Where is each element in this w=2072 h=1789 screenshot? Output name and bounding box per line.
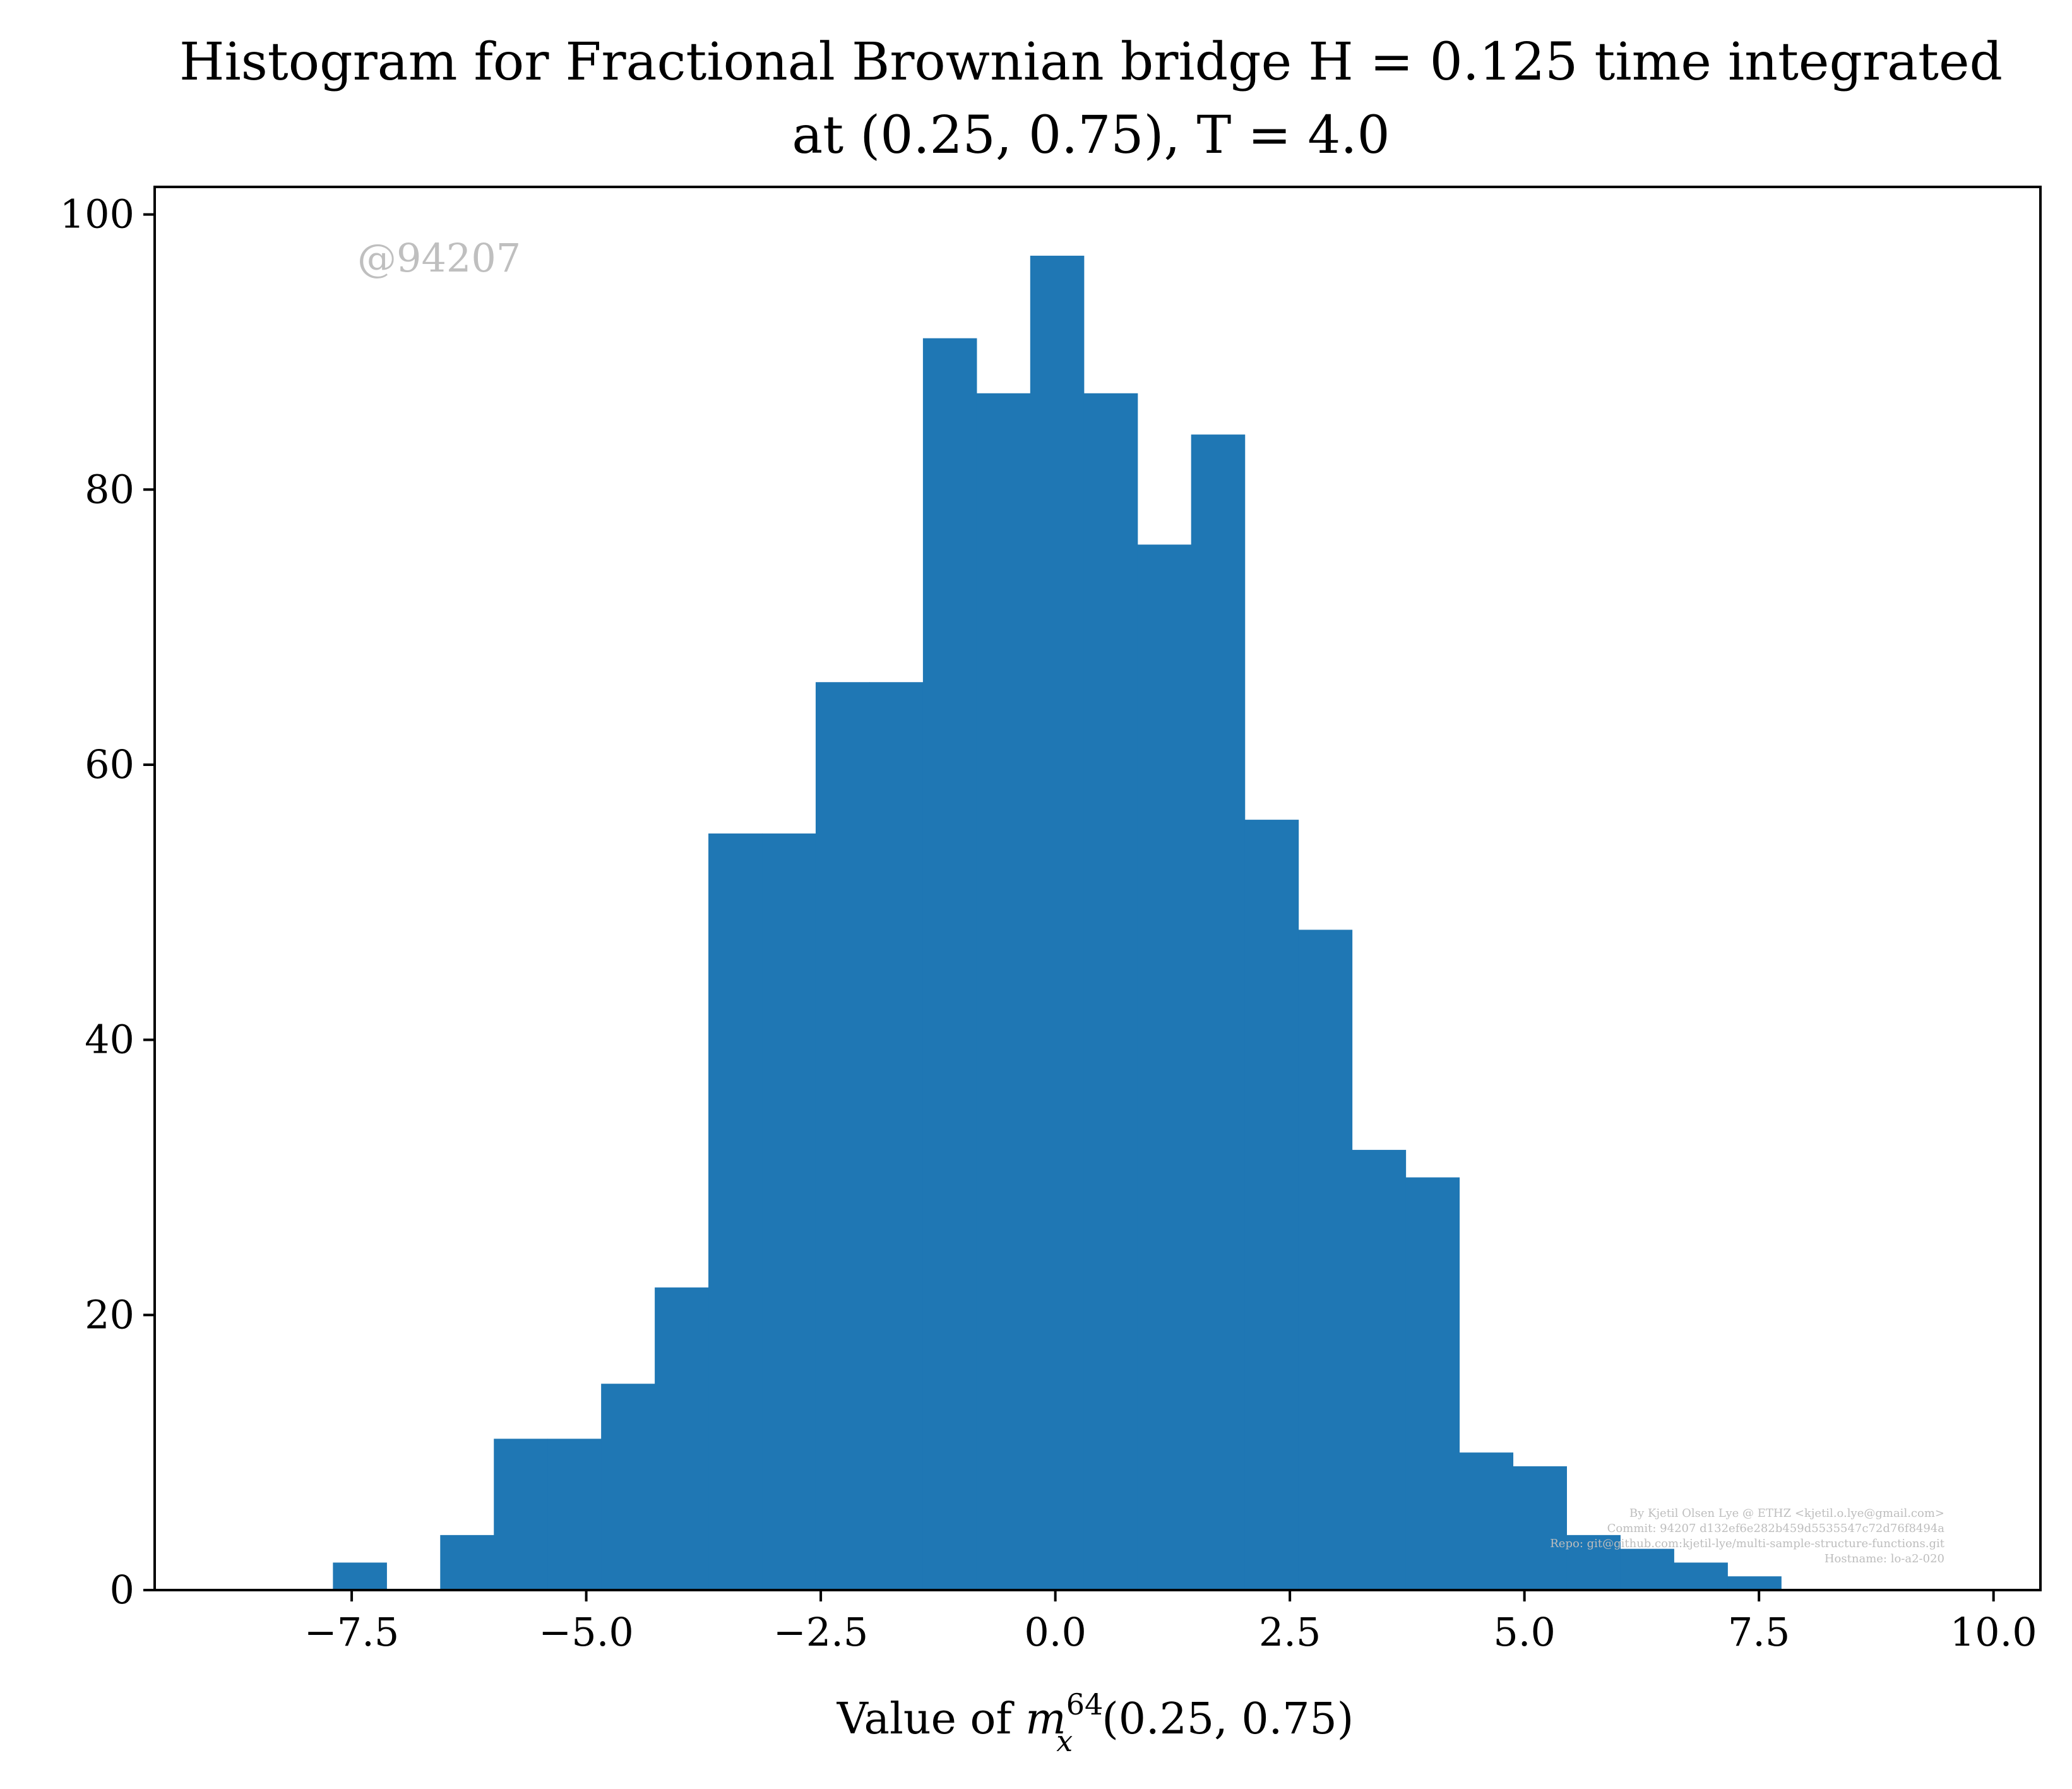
footer-line-1: By Kjetil Olsen Lye @ ETHZ <kjetil.o.lye… <box>1629 1507 1944 1520</box>
histogram-bar <box>976 393 1031 1591</box>
histogram-bar <box>869 682 924 1590</box>
x-tick-label: 2.5 <box>1259 1609 1321 1655</box>
x-axis-label-prefix: Value of <box>837 1694 1026 1744</box>
x-axis-label-sub: x <box>1056 1724 1073 1758</box>
histogram-bars <box>333 255 1782 1591</box>
y-tick-label: 40 <box>85 1017 134 1063</box>
x-axis-label: Value of m64 x (0.25, 0.75) <box>837 1687 1354 1758</box>
x-tick-label: 0.0 <box>1024 1609 1087 1655</box>
x-axis-label-sup: 64 <box>1066 1687 1104 1721</box>
histogram-bar <box>762 833 816 1590</box>
x-tick-label: −5.0 <box>539 1609 634 1655</box>
histogram-bar <box>1674 1562 1728 1590</box>
footer-line-3: Repo: git@github.com:kjetil-lye/multi-sa… <box>1550 1537 1945 1550</box>
histogram-bar <box>708 833 763 1590</box>
histogram-bar <box>1405 1177 1460 1590</box>
chart-title-line-1: Histogram for Fractional Brownian bridge… <box>179 32 2003 92</box>
y-tick-label: 80 <box>85 466 134 512</box>
footer-line-2: Commit: 94207 d132ef6e282b459d5535547c72… <box>1607 1522 1945 1535</box>
x-axis-label-suffix: (0.25, 0.75) <box>1102 1694 1354 1744</box>
histogram-bar <box>1566 1535 1621 1590</box>
histogram-bar <box>1030 255 1085 1590</box>
histogram-bar <box>601 1384 655 1590</box>
x-axis-ticks: −7.5 −5.0 −2.5 0.0 2.5 5.0 7.5 10.0 <box>304 1590 2037 1655</box>
histogram-bar <box>1191 434 1246 1590</box>
x-tick-label: 7.5 <box>1728 1609 1790 1655</box>
x-axis-label-var: m <box>1025 1694 1066 1744</box>
x-tick-label: −7.5 <box>304 1609 400 1655</box>
histogram-bar <box>1352 1149 1407 1590</box>
histogram-bar <box>333 1562 387 1590</box>
histogram-bar <box>1620 1548 1674 1590</box>
histogram-bar <box>1513 1466 1568 1590</box>
y-tick-label: 100 <box>60 191 134 237</box>
y-tick-label: 60 <box>85 741 134 787</box>
footer-credits: By Kjetil Olsen Lye @ ETHZ <kjetil.o.lye… <box>1550 1507 1945 1565</box>
histogram-bar <box>1298 930 1353 1590</box>
histogram-bar <box>1727 1576 1782 1590</box>
footer-line-4: Hostname: lo-a2-020 <box>1825 1552 1944 1565</box>
watermark: @94207 <box>357 235 521 281</box>
histogram-bar <box>1459 1452 1514 1590</box>
y-tick-label: 20 <box>85 1291 134 1337</box>
histogram-bar <box>655 1287 709 1590</box>
histogram-bar <box>547 1439 602 1590</box>
histogram-bar <box>440 1535 494 1590</box>
chart-title-line-2: at (0.25, 0.75), T = 4.0 <box>792 105 1390 165</box>
histogram-bar <box>1244 820 1299 1590</box>
x-tick-label: 5.0 <box>1493 1609 1556 1655</box>
histogram-bar <box>922 338 977 1590</box>
plot-frame <box>153 186 2042 1591</box>
histogram-bar <box>1137 544 1192 1591</box>
y-tick-label: 0 <box>110 1567 134 1613</box>
histogram-bar <box>494 1439 548 1590</box>
x-tick-label: 10.0 <box>1950 1609 2037 1655</box>
histogram-bar <box>815 682 870 1590</box>
x-tick-label: −2.5 <box>773 1609 869 1655</box>
histogram-bar <box>1083 393 1138 1591</box>
y-axis-ticks: 0 20 40 60 80 100 <box>60 191 155 1613</box>
